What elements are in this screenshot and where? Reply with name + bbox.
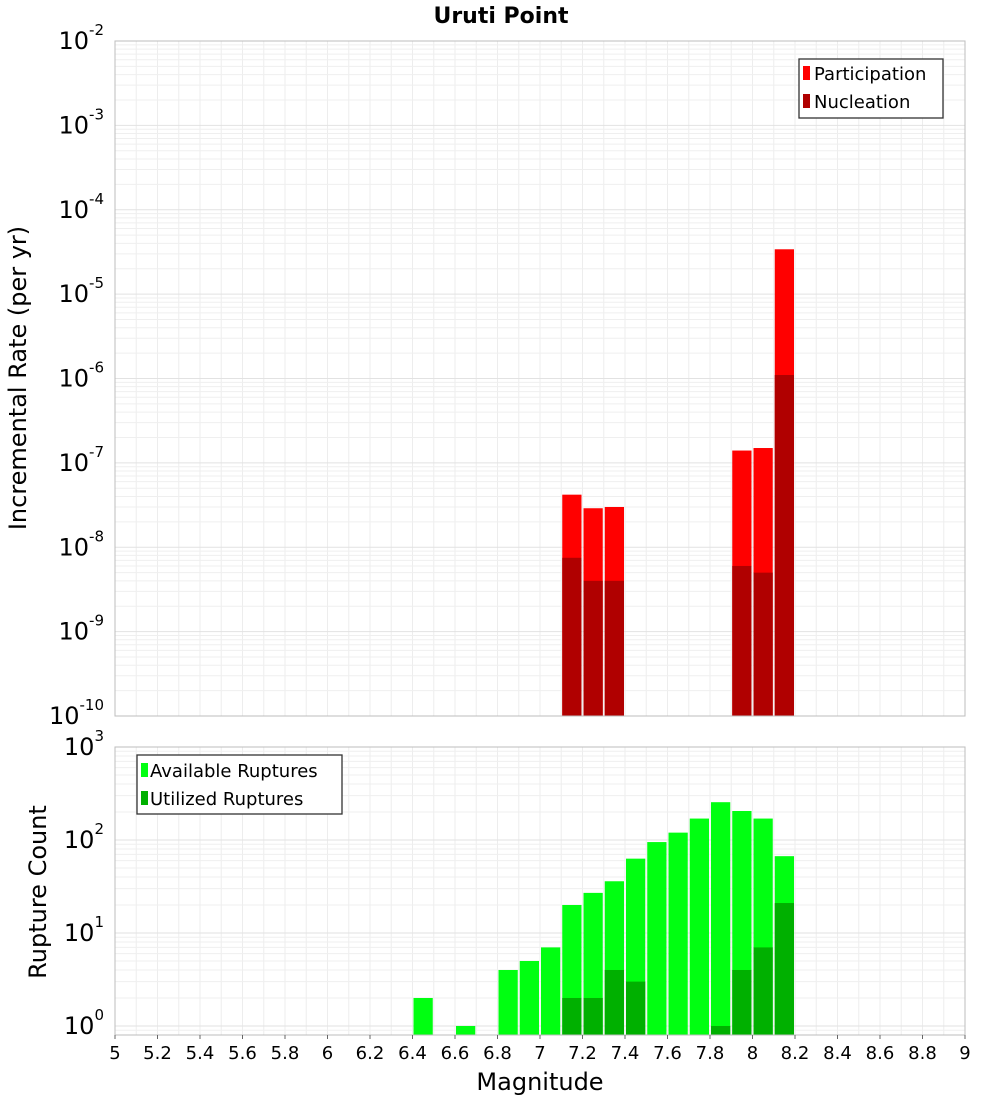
bar-utilized-ruptures <box>774 903 794 1035</box>
legend-label-utilized: Utilized Ruptures <box>150 789 303 810</box>
bar-nucleation <box>604 580 624 716</box>
x-tick-label: 6.6 <box>441 1043 470 1064</box>
bar-available-ruptures <box>519 960 539 1035</box>
x-tick-label: 5.2 <box>143 1043 172 1064</box>
x-tick-label: 5.6 <box>228 1043 257 1064</box>
chart-title: Uruti Point <box>433 4 569 29</box>
bar-available-ruptures <box>498 969 518 1035</box>
bar-available-ruptures <box>647 842 667 1035</box>
top-y-tick-label: 10-4 <box>58 190 104 224</box>
bar-available-ruptures <box>413 997 433 1035</box>
legend-swatch-available <box>141 763 148 777</box>
bottom-y-tick-label: 100 <box>64 1006 104 1040</box>
bottom-bars <box>413 802 794 1035</box>
top-legend: Participation Nucleation <box>798 58 944 119</box>
bar-utilized-ruptures <box>626 981 646 1035</box>
legend-swatch-nucleation <box>803 94 810 108</box>
bar-available-ruptures <box>668 832 688 1035</box>
bar-nucleation <box>753 572 773 716</box>
bottom-panel: 100 101 102 103 5 5.2 5.4 5.6 5.8 6 6.2 6.4 6.6 6.8 7… <box>24 727 971 1096</box>
x-tick-label: 8 <box>747 1043 758 1064</box>
legend-swatch-utilized <box>141 791 148 805</box>
x-tick-label: 8.2 <box>781 1043 810 1064</box>
x-tick-label: 7.2 <box>568 1043 597 1064</box>
x-tick-label: 5.8 <box>271 1043 300 1064</box>
bar-utilized-ruptures <box>732 969 752 1035</box>
bar-utilized-ruptures <box>711 1025 731 1035</box>
bar-utilized-ruptures <box>583 997 603 1035</box>
x-axis-label: Magnitude <box>476 1068 603 1096</box>
bar-utilized-ruptures <box>753 947 773 1035</box>
top-panel: 10-10 10-9 10-8 10-7 10-6 10-5 10-4 10-3 10-2 In… <box>4 21 966 730</box>
bottom-y-tick-label: 103 <box>64 727 104 761</box>
x-tick-label: 6.2 <box>356 1043 385 1064</box>
bar-available-ruptures <box>456 1025 476 1035</box>
top-bars <box>562 249 794 716</box>
bar-nucleation <box>583 580 603 716</box>
top-y-tick-label: 10-8 <box>58 527 104 561</box>
top-y-tick-label: 10-5 <box>58 274 104 308</box>
x-tick-label: 9 <box>959 1043 970 1064</box>
x-tick-label: 8.6 <box>866 1043 895 1064</box>
top-y-axis-label: Incremental Rate (per yr) <box>4 226 32 530</box>
bar-nucleation <box>562 557 582 716</box>
bar-utilized-ruptures <box>562 997 582 1035</box>
x-tick-label: 7.4 <box>611 1043 640 1064</box>
top-plot-border <box>114 40 966 717</box>
bar-available-ruptures <box>711 802 731 1035</box>
x-tick-label: 8.8 <box>908 1043 937 1064</box>
bar-nucleation <box>774 375 794 716</box>
x-tick-label: 6.8 <box>483 1043 512 1064</box>
legend-label-participation: Participation <box>814 64 926 85</box>
bottom-y-axis-label: Rupture Count <box>24 805 52 979</box>
bottom-y-tick-label: 101 <box>64 913 104 947</box>
x-tick-label: 8.4 <box>823 1043 852 1064</box>
legend-swatch-participation <box>803 66 810 80</box>
x-tick-label: 7.6 <box>653 1043 682 1064</box>
bar-nucleation <box>732 565 752 716</box>
legend-label-nucleation: Nucleation <box>814 92 910 113</box>
bar-utilized-ruptures <box>604 969 624 1035</box>
top-y-tick-label: 10-6 <box>58 359 104 393</box>
bottom-y-tick-labels: 100 101 102 103 <box>64 727 104 1040</box>
x-tick-label: 6.4 <box>398 1043 427 1064</box>
x-tick-label: 5 <box>109 1043 120 1064</box>
top-legend-box <box>798 58 944 119</box>
bar-available-ruptures <box>541 947 561 1035</box>
bottom-legend-box <box>136 754 343 815</box>
bar-available-ruptures <box>689 818 709 1035</box>
bottom-y-tick-label: 102 <box>64 820 104 854</box>
legend-label-available: Available Ruptures <box>150 761 318 782</box>
x-tick-label: 5.4 <box>186 1043 215 1064</box>
top-y-tick-label: 10-3 <box>58 105 104 139</box>
top-gridlines <box>114 40 966 717</box>
x-tick-label: 7.8 <box>696 1043 725 1064</box>
top-y-tick-label: 10-2 <box>58 21 104 55</box>
x-tick-labels: 5 5.2 5.4 5.6 5.8 6 6.2 6.4 6.6 6.8 7 7.2 7.4 7.6 7.8 8… <box>109 1035 971 1064</box>
top-y-tick-label: 10-7 <box>58 443 104 477</box>
top-y-tick-label: 10-10 <box>49 696 104 730</box>
top-y-tick-labels: 10-10 10-9 10-8 10-7 10-6 10-5 10-4 10-3 10-2 <box>49 21 104 730</box>
top-y-tick-label: 10-9 <box>58 612 104 646</box>
x-tick-label: 7 <box>534 1043 545 1064</box>
bottom-legend: Available Ruptures Utilized Ruptures <box>136 754 343 815</box>
x-tick-label: 6 <box>322 1043 333 1064</box>
